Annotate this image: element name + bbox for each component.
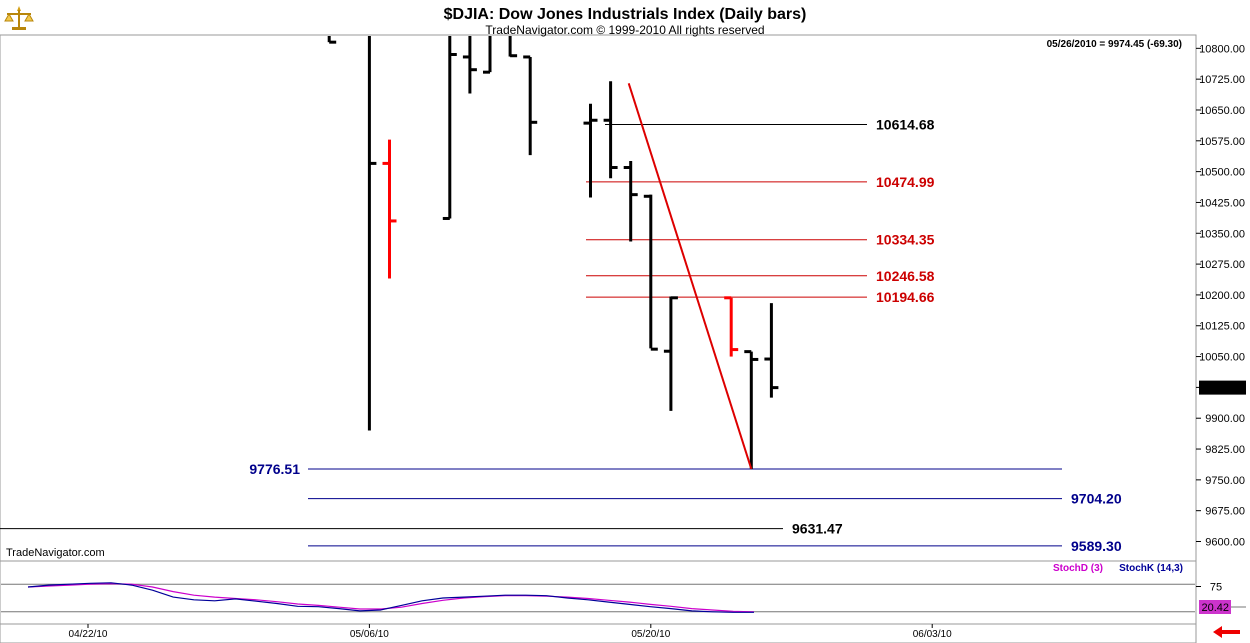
price-panel-frame [0, 34, 1197, 562]
level-label: 10194.66 [876, 289, 935, 305]
stochastic-panel: 75 20.42 [1, 582, 1246, 614]
y-tick-label: 10200.00 [1199, 290, 1245, 302]
level-label: 10474.99 [876, 174, 935, 190]
price-readout: 05/26/2010 = 9974.45 (-69.30) [1047, 39, 1182, 50]
ohlc-bar [663, 296, 678, 411]
price-axis: 10800.00 10725.00 10650.00 10575.00 10500.00… [1196, 43, 1245, 549]
chart-subtitle: TradeNavigator.com © 1999-2010 All right… [485, 23, 764, 37]
y-tick-label: 10275.00 [1199, 259, 1245, 271]
y-tick-label: 10650.00 [1199, 105, 1245, 117]
chart-title: $DJIA: Dow Jones Industrials Index (Dail… [444, 6, 807, 23]
y-tick-label: 10725.00 [1199, 74, 1245, 86]
x-tick-label: 05/20/10 [631, 629, 670, 640]
y-tick-label: 9825.00 [1205, 444, 1245, 456]
watermark: TradeNavigator.com [6, 547, 105, 559]
ohlc-bar [523, 55, 538, 156]
x-tick-label: 04/22/10 [69, 629, 108, 640]
level-label: 9631.47 [792, 521, 843, 537]
y-tick-label: 10425.00 [1199, 197, 1245, 209]
level-label: 10614.68 [876, 116, 935, 132]
ohlc-bars [327, 36, 779, 470]
y-tick-label: 10800.00 [1199, 43, 1245, 55]
y-tick-label: 9675.00 [1205, 506, 1245, 518]
y-tick-label: 9600.00 [1205, 537, 1245, 549]
ohlc-bar [462, 36, 477, 94]
trend-line-group [627, 82, 753, 470]
level-label: 9589.30 [1071, 538, 1122, 554]
y-tick-label: 10350.00 [1199, 228, 1245, 240]
level-label: 10246.58 [876, 268, 935, 284]
ohlc-bar [442, 36, 457, 220]
date-axis: 04/22/10 05/06/10 05/20/10 06/03/10 [69, 624, 952, 640]
ohlc-bar [764, 303, 779, 398]
logo-scale-icon[interactable] [4, 4, 34, 32]
ohlc-bar [744, 350, 759, 470]
x-tick-label: 05/06/10 [350, 629, 389, 640]
trend-line [627, 82, 753, 470]
red-arrow-left-icon[interactable] [1213, 626, 1240, 638]
ohlc-bar [603, 81, 618, 179]
ohlc-bar [643, 194, 658, 351]
stoch-last-value-label: 20.42 [1201, 602, 1229, 614]
level-label: 9704.20 [1071, 491, 1122, 507]
ohlc-bar [583, 103, 598, 198]
legend-stochk: StochK (14,3) [1119, 563, 1183, 574]
ohlc-bar [623, 160, 638, 242]
y-tick-label: 10050.00 [1199, 352, 1245, 364]
x-tick-label: 06/03/10 [913, 629, 952, 640]
ohlc-bar [327, 36, 337, 44]
ohlc-bar [367, 36, 377, 431]
stoch-last-value-badge [1199, 600, 1231, 614]
y-tick-label: 9750.00 [1205, 475, 1245, 487]
last-price-label: 9974.45 [1203, 383, 1243, 395]
level-label: 9776.51 [249, 461, 300, 477]
ohlc-bar [382, 139, 397, 279]
last-price-badge-bg [1199, 380, 1246, 395]
stoch-y-tick-label: 75 [1210, 582, 1222, 594]
ohlc-bar [483, 36, 492, 74]
stoch-panel-frame [0, 560, 1197, 625]
last-price-badge: 9974.45 [1199, 380, 1246, 395]
legend-stochd: StochD (3) [1053, 563, 1103, 574]
ohlc-bar [724, 296, 739, 357]
level-label: 10334.35 [876, 232, 935, 248]
y-tick-label: 9900.00 [1205, 413, 1245, 425]
date-axis-strip [0, 623, 1197, 643]
y-tick-label: 10575.00 [1199, 136, 1245, 148]
ohlc-bar [508, 36, 518, 58]
y-tick-label: 10500.00 [1199, 167, 1245, 179]
y-tick-label: 10125.00 [1199, 321, 1245, 333]
stoch-series-line [27, 582, 754, 613]
